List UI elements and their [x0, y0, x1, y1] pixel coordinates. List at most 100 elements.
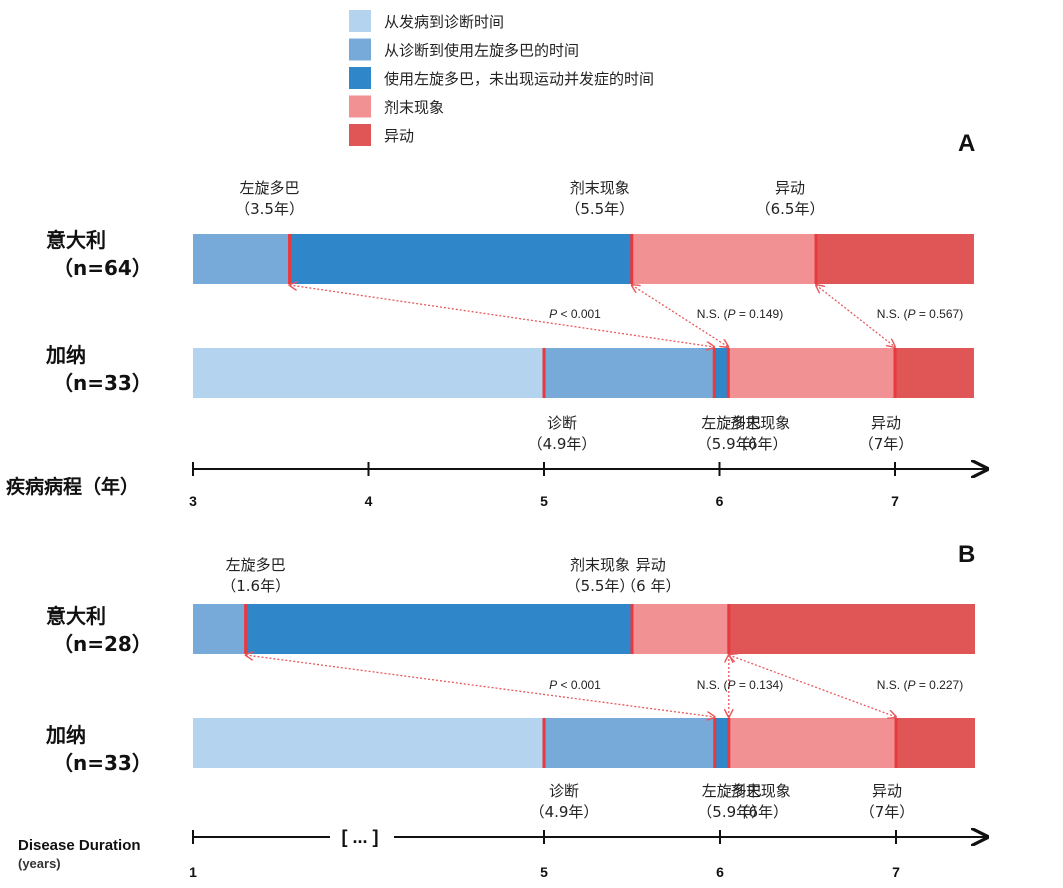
legend-label: 从发病到诊断时间 [384, 13, 504, 31]
legend-swatch [349, 95, 371, 118]
legend-swatch [349, 67, 371, 89]
bar-segment [895, 348, 974, 398]
event-value: （4.9年） [530, 803, 599, 821]
group-n: （n=28） [53, 632, 152, 656]
group-name: 加纳 [45, 723, 86, 747]
event-marker [726, 348, 730, 398]
group-name: 加纳 [45, 343, 86, 367]
bar-segment [193, 348, 544, 398]
event-value: （5.9年） [697, 435, 766, 453]
event-marker [713, 718, 717, 768]
comparison-label-part: P [907, 307, 915, 321]
event-value: （6 年） [621, 577, 680, 595]
comparison-label: N.S. (P = 0.134) [697, 678, 783, 692]
x-tick-label: 5 [540, 493, 548, 509]
bar-segment [896, 718, 975, 768]
event-name: 异动 [775, 179, 805, 197]
comparison-arrow [246, 655, 715, 717]
x-tick-label: 6 [716, 864, 724, 880]
event-marker [542, 348, 546, 398]
bar-segment [245, 604, 632, 654]
event-marker [712, 348, 716, 398]
comparison-label-part: = 0.227 [915, 678, 959, 692]
comparison-label-part: ) [959, 307, 963, 321]
x-tick-label: 1 [189, 864, 197, 880]
event-marker [727, 604, 731, 654]
event-value: （6年） [734, 803, 789, 821]
event-marker [727, 718, 731, 768]
comparison-label: P < 0.001 [549, 307, 601, 321]
bar-segment [714, 348, 729, 398]
legend-label: 从诊断到使用左旋多巴的时间 [384, 42, 579, 60]
x-tick-label: 7 [891, 493, 899, 509]
bar-segment [714, 718, 729, 768]
event-value: （5.5年） [565, 200, 634, 218]
event-name: 左旋多巴 [240, 179, 300, 197]
comparison-label-part: ) [779, 307, 783, 321]
x-axis-unit: (years) [18, 856, 61, 871]
legend-label: 异动 [384, 127, 414, 145]
comparison-label-part: N.S. ( [697, 307, 728, 321]
event-name: 异动 [872, 782, 902, 800]
bar-segment [544, 348, 715, 398]
comparison-label: N.S. (P = 0.567) [877, 307, 963, 321]
event-value: （7年） [859, 435, 914, 453]
event-value: （3.5年） [235, 200, 304, 218]
comparison-label-part: < 0.001 [557, 307, 601, 321]
comparison-arrow [816, 285, 895, 347]
x-tick-label: 7 [892, 864, 900, 880]
event-name: 剂末现象 [730, 414, 790, 432]
event-name: 左旋多巴 [701, 414, 761, 432]
event-name: 剂末现象 [570, 556, 630, 574]
event-value: （1.6年） [221, 577, 290, 595]
comparison-label: N.S. (P = 0.149) [697, 307, 783, 321]
comparison-label-part: ) [779, 678, 783, 692]
group-n: （n=33） [53, 751, 152, 775]
legend-label: 剂末现象 [384, 99, 444, 117]
comparison-label-part: P [549, 678, 557, 692]
event-marker [630, 604, 634, 654]
event-name: 左旋多巴 [702, 782, 762, 800]
comparison-label-part: = 0.134 [735, 678, 779, 692]
event-marker [894, 718, 898, 768]
event-marker [630, 234, 634, 284]
comparison-label-part: P [907, 678, 915, 692]
event-value: （6.5年） [756, 200, 825, 218]
comparison-label-part: < 0.001 [557, 678, 601, 692]
bar-segment [632, 604, 729, 654]
group-name: 意大利 [46, 228, 106, 252]
event-marker [288, 234, 292, 284]
comparison-label-part: P [727, 307, 735, 321]
comparison-label-part: N.S. ( [877, 678, 908, 692]
event-name: 诊断 [549, 782, 579, 800]
panel-tag: A [958, 130, 975, 157]
comparison-arrow [729, 655, 896, 717]
legend-label: 使用左旋多巴，未出现运动并发症的时间 [384, 70, 654, 88]
event-marker [542, 718, 546, 768]
bar-segment [193, 718, 544, 768]
event-name: 异动 [871, 414, 901, 432]
panel-a: A 意大利 （n=64） 左旋多巴 （3.5年） 剂末现象 （5.5年） 异动 （6.5年） 加纳… [6, 130, 987, 509]
bar-segment [816, 234, 974, 284]
comparison-arrow [632, 285, 729, 347]
comparison-label-part: P [549, 307, 557, 321]
comparison-label-part: = 0.149 [735, 307, 779, 321]
comparison-label: P < 0.001 [549, 678, 601, 692]
legend-swatch [349, 10, 371, 32]
event-value: （6年） [733, 435, 788, 453]
comparison-label-part: = 0.567 [915, 307, 959, 321]
event-marker [244, 604, 248, 654]
event-marker [893, 348, 897, 398]
bar-segment [289, 234, 632, 284]
comparison-label: N.S. (P = 0.227) [877, 678, 963, 692]
event-name: 左旋多巴 [226, 556, 286, 574]
comparison-label-part: P [727, 678, 735, 692]
legend-swatch [349, 38, 371, 61]
bar-segment [544, 718, 715, 768]
bar-segment [193, 234, 290, 284]
event-value: （4.9年） [528, 435, 597, 453]
bar-segment [193, 604, 246, 654]
group-name: 意大利 [46, 604, 106, 628]
legend-swatch [349, 124, 371, 146]
